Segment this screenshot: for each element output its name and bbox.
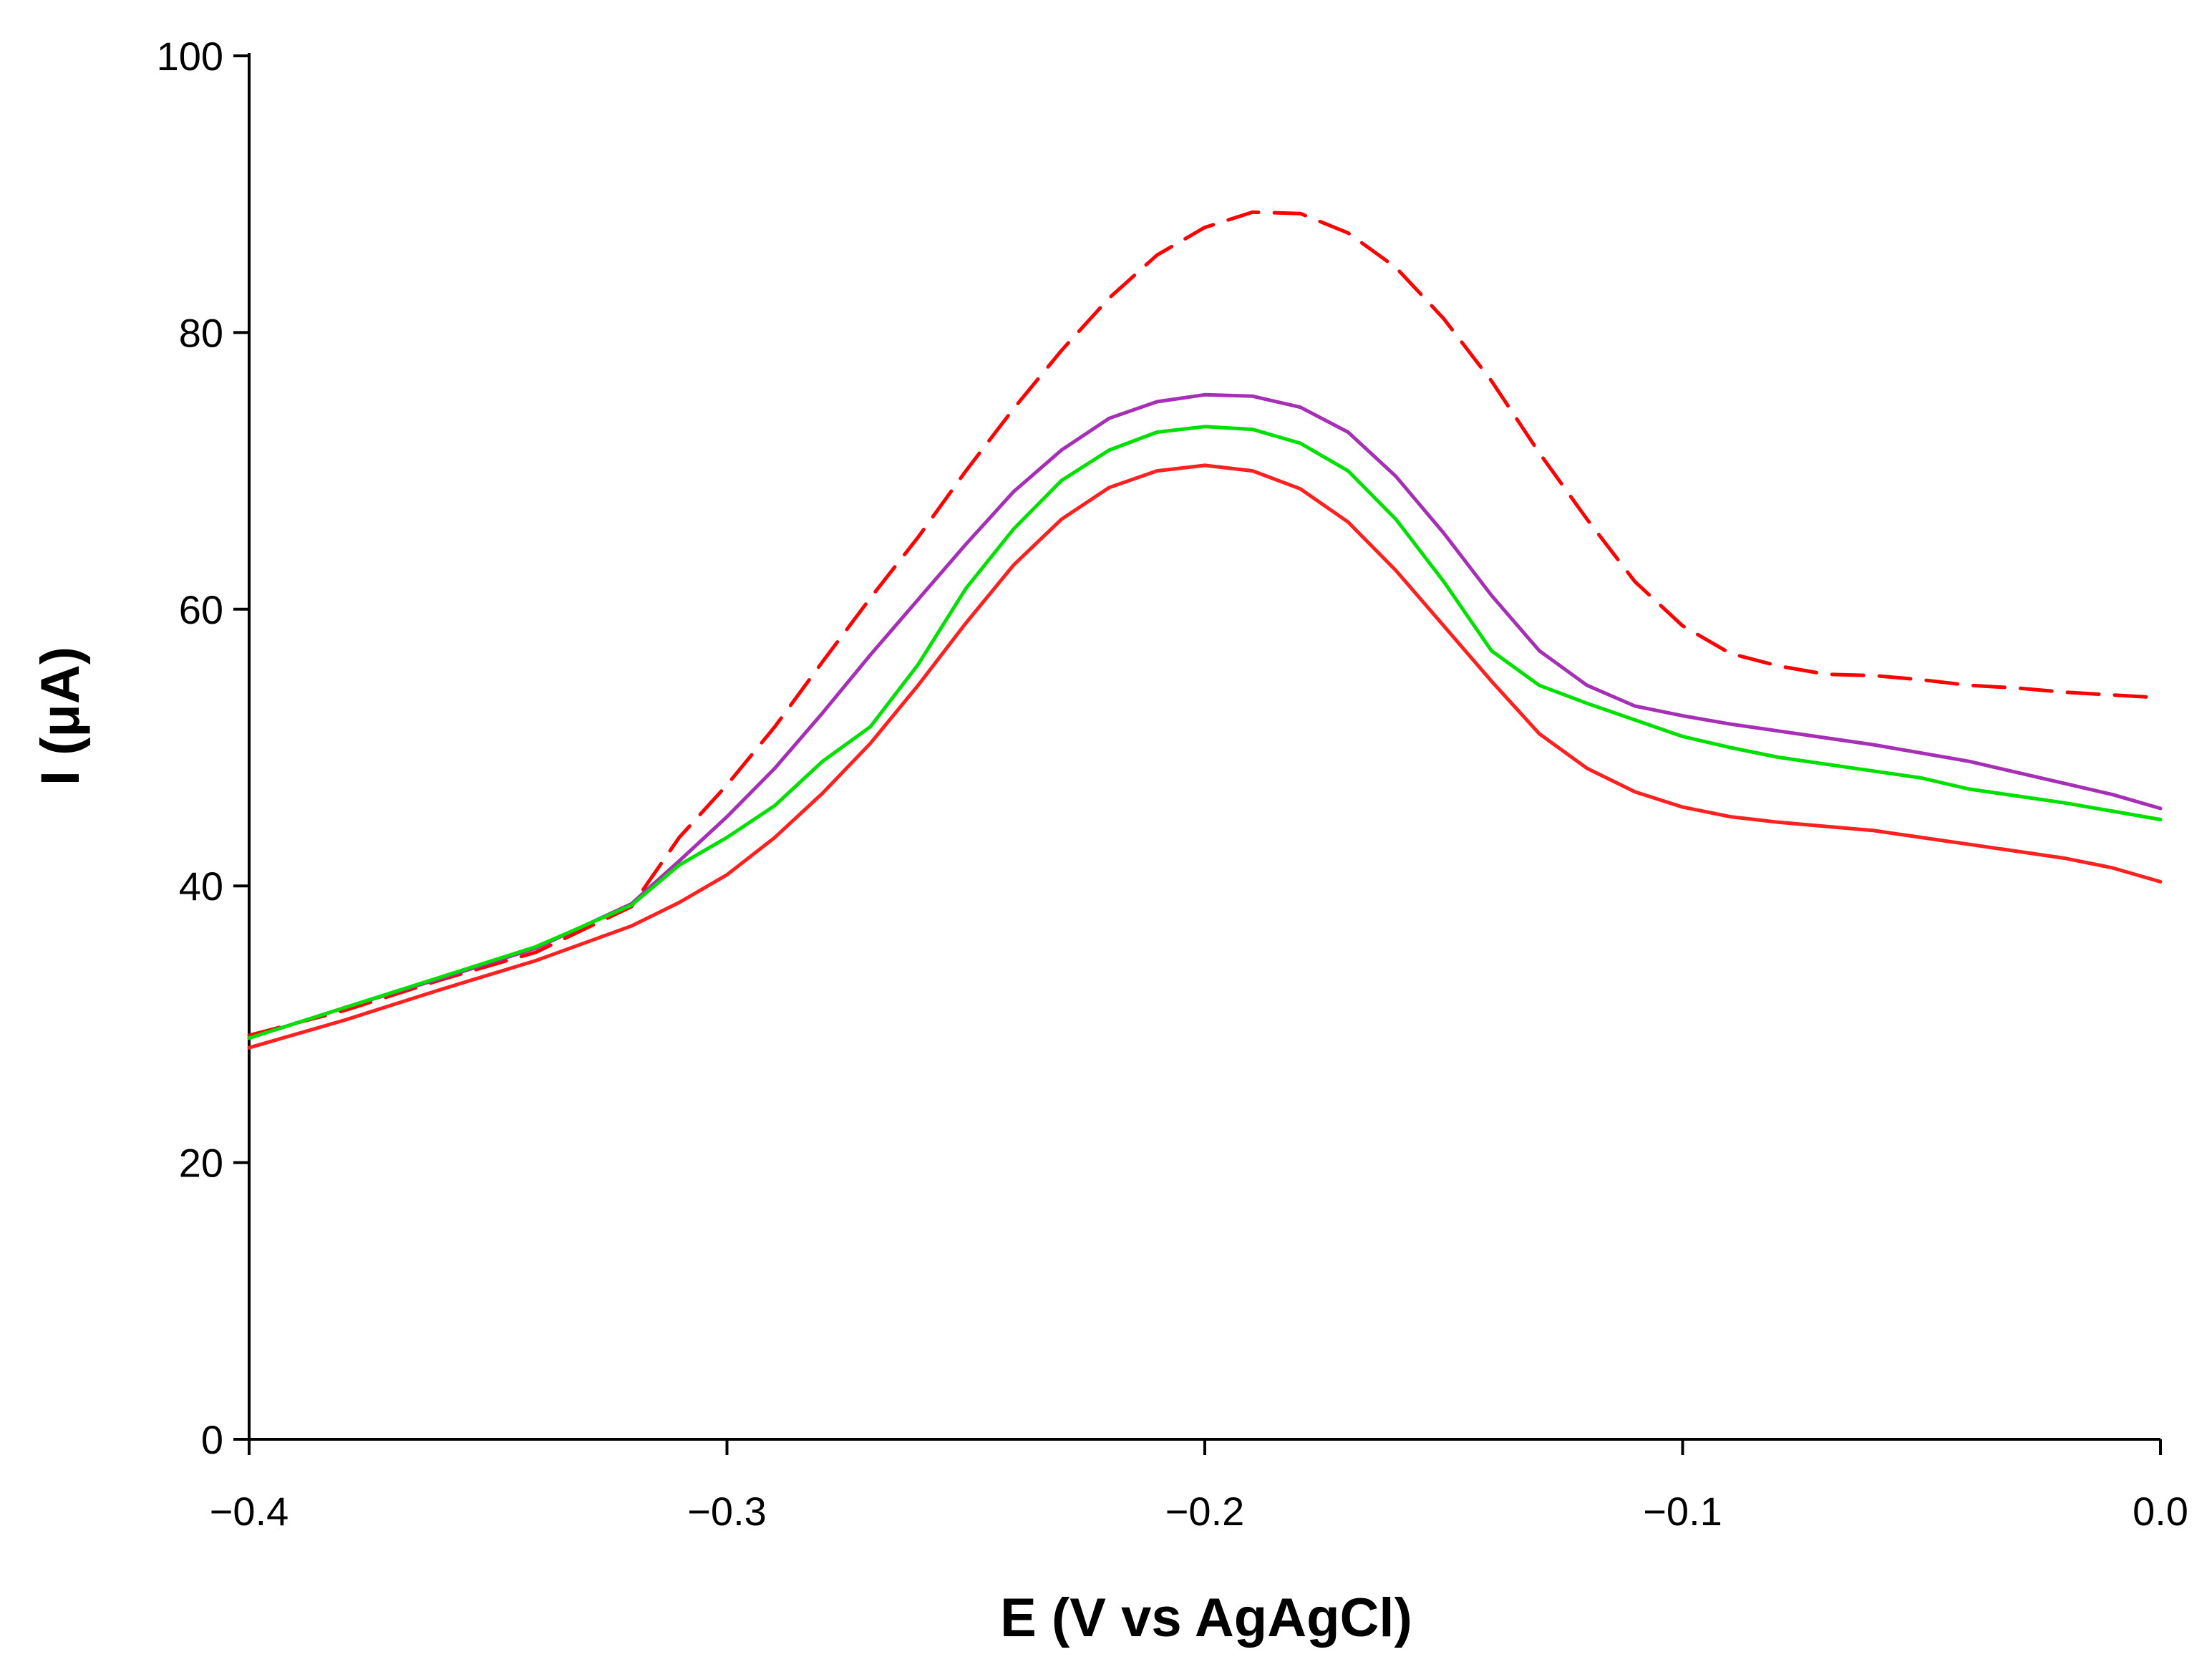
y-tick-label: 60 [179,587,223,632]
x-tick-label: −0.3 [687,1489,767,1534]
y-tick-label: 80 [179,310,223,355]
series-line-red-dashed [247,210,2163,1038]
y-tick-label: 20 [179,1141,223,1186]
series-line-green [247,425,2163,1040]
y-tick-label: 100 [157,34,223,79]
series-line-purple [247,392,2163,1040]
x-tick-label: −0.4 [210,1489,289,1534]
series-line-red [247,463,2163,1050]
x-tick-label: 0.0 [2133,1489,2188,1534]
x-tick-label: −0.2 [1165,1489,1245,1534]
x-axis-title: E (V vs AgAgCl) [1000,1588,1412,1648]
axis-ticks: 0 20 40 60 80 100 −0.4 −0.3 −0.2 −0.1 0.0 [157,34,2188,1534]
y-tick-label: 40 [179,864,223,909]
x-tick-label: −0.1 [1643,1489,1722,1534]
y-axis-title: I (μA) [30,647,91,786]
y-tick-label: 0 [201,1417,223,1462]
series-group [247,210,2163,1050]
